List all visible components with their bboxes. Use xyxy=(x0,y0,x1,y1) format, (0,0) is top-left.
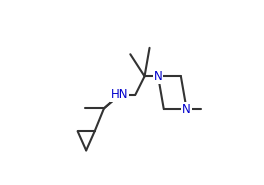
Text: N: N xyxy=(182,103,191,116)
Text: HN: HN xyxy=(111,88,128,101)
Text: N: N xyxy=(154,70,162,83)
